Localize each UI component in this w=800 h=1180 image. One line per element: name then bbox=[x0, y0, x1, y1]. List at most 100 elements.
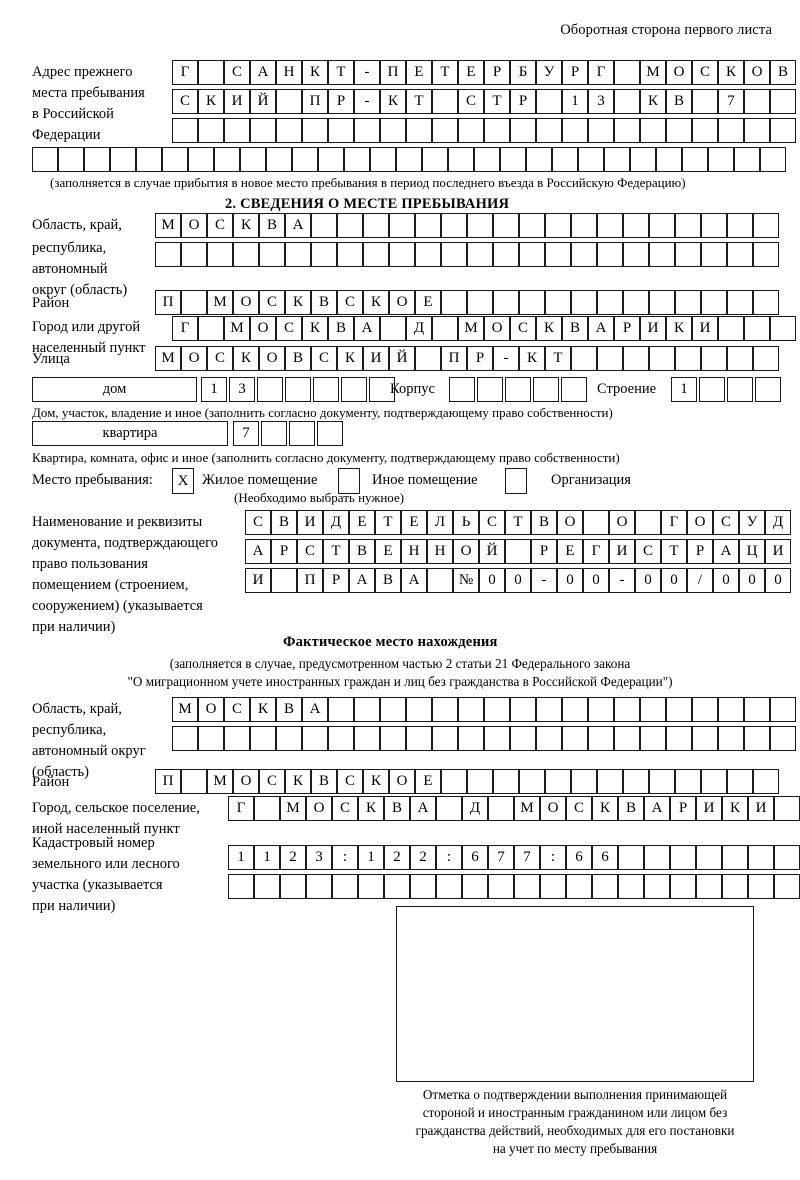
comb-cell[interactable] bbox=[588, 118, 614, 143]
comb-cell[interactable] bbox=[306, 874, 332, 899]
comb-cell[interactable]: - bbox=[354, 89, 380, 114]
comb-cell[interactable]: 0 bbox=[739, 568, 765, 593]
comb-cell[interactable] bbox=[110, 147, 136, 172]
comb-cell[interactable]: 7 bbox=[233, 421, 259, 446]
comb-cell[interactable] bbox=[644, 874, 670, 899]
comb-cell[interactable]: 6 bbox=[566, 845, 592, 870]
comb-cell[interactable]: Д bbox=[765, 510, 791, 535]
comb-cell[interactable]: О bbox=[453, 539, 479, 564]
s2-region-row-2[interactable] bbox=[155, 242, 779, 267]
comb-cell[interactable]: Е bbox=[415, 769, 441, 794]
comb-cell[interactable] bbox=[228, 874, 254, 899]
comb-cell[interactable]: В bbox=[384, 796, 410, 821]
comb-cell[interactable]: Т bbox=[323, 539, 349, 564]
comb-cell[interactable]: В bbox=[276, 697, 302, 722]
comb-cell[interactable] bbox=[510, 118, 536, 143]
comb-cell[interactable] bbox=[276, 726, 302, 751]
comb-cell[interactable] bbox=[458, 118, 484, 143]
comb-cell[interactable] bbox=[271, 568, 297, 593]
comb-cell[interactable] bbox=[748, 874, 774, 899]
comb-cell[interactable] bbox=[701, 346, 727, 371]
comb-cell[interactable] bbox=[562, 697, 588, 722]
comb-cell[interactable]: К bbox=[337, 346, 363, 371]
comb-cell[interactable]: 2 bbox=[410, 845, 436, 870]
comb-cell[interactable] bbox=[666, 726, 692, 751]
comb-cell[interactable]: № bbox=[453, 568, 479, 593]
comb-cell[interactable]: О bbox=[233, 769, 259, 794]
comb-cell[interactable] bbox=[302, 118, 328, 143]
comb-cell[interactable]: 2 bbox=[384, 845, 410, 870]
prev-address-row-3[interactable] bbox=[172, 118, 796, 143]
comb-cell[interactable] bbox=[493, 213, 519, 238]
comb-cell[interactable]: О bbox=[540, 796, 566, 821]
comb-cell[interactable] bbox=[289, 421, 315, 446]
comb-cell[interactable] bbox=[250, 118, 276, 143]
comb-cell[interactable]: 1 bbox=[254, 845, 280, 870]
comb-cell[interactable]: Т bbox=[406, 89, 432, 114]
comb-cell[interactable] bbox=[623, 346, 649, 371]
comb-cell[interactable]: С bbox=[259, 290, 285, 315]
comb-cell[interactable]: М bbox=[155, 213, 181, 238]
comb-cell[interactable]: Г bbox=[172, 60, 198, 85]
comb-cell[interactable]: О bbox=[609, 510, 635, 535]
comb-cell[interactable] bbox=[172, 118, 198, 143]
comb-cell[interactable] bbox=[701, 769, 727, 794]
comb-cell[interactable] bbox=[640, 118, 666, 143]
comb-cell[interactable]: К bbox=[363, 769, 389, 794]
comb-cell[interactable] bbox=[675, 346, 701, 371]
comb-cell[interactable]: И bbox=[765, 539, 791, 564]
comb-cell[interactable] bbox=[415, 213, 441, 238]
comb-cell[interactable] bbox=[701, 213, 727, 238]
comb-cell[interactable]: И bbox=[245, 568, 271, 593]
comb-cell[interactable] bbox=[84, 147, 110, 172]
korpus-cells[interactable] bbox=[449, 377, 587, 402]
comb-cell[interactable]: : bbox=[332, 845, 358, 870]
comb-cell[interactable] bbox=[207, 242, 233, 267]
comb-cell[interactable] bbox=[533, 377, 559, 402]
comb-cell[interactable]: П bbox=[155, 769, 181, 794]
doc-row-3[interactable]: И П Р А В А № 0 0-0 0-0 0/0 0 0 bbox=[245, 568, 791, 593]
comb-cell[interactable] bbox=[198, 118, 224, 143]
comb-cell[interactable]: К bbox=[285, 290, 311, 315]
comb-cell[interactable] bbox=[58, 147, 84, 172]
comb-cell[interactable] bbox=[744, 118, 770, 143]
comb-cell[interactable] bbox=[318, 147, 344, 172]
comb-cell[interactable] bbox=[311, 242, 337, 267]
comb-cell[interactable] bbox=[432, 89, 458, 114]
comb-cell[interactable] bbox=[744, 89, 770, 114]
comb-cell[interactable]: Т bbox=[505, 510, 531, 535]
comb-cell[interactable]: Г bbox=[172, 316, 198, 341]
comb-cell[interactable] bbox=[614, 89, 640, 114]
comb-cell[interactable] bbox=[474, 147, 500, 172]
comb-cell[interactable] bbox=[670, 845, 696, 870]
comb-cell[interactable]: О bbox=[233, 290, 259, 315]
comb-cell[interactable]: 0 bbox=[479, 568, 505, 593]
comb-cell[interactable] bbox=[155, 242, 181, 267]
comb-cell[interactable]: И bbox=[297, 510, 323, 535]
comb-cell[interactable] bbox=[436, 796, 462, 821]
comb-cell[interactable] bbox=[727, 769, 753, 794]
comb-cell[interactable] bbox=[432, 316, 458, 341]
comb-cell[interactable] bbox=[614, 60, 640, 85]
comb-cell[interactable] bbox=[432, 726, 458, 751]
comb-cell[interactable]: С bbox=[207, 346, 233, 371]
comb-cell[interactable] bbox=[467, 242, 493, 267]
comb-cell[interactable] bbox=[302, 726, 328, 751]
comb-cell[interactable]: Т bbox=[545, 346, 571, 371]
comb-cell[interactable]: Т bbox=[484, 89, 510, 114]
comb-cell[interactable]: М bbox=[280, 796, 306, 821]
comb-cell[interactable]: : bbox=[436, 845, 462, 870]
comb-cell[interactable] bbox=[313, 377, 339, 402]
comb-cell[interactable] bbox=[604, 147, 630, 172]
comb-cell[interactable] bbox=[744, 697, 770, 722]
comb-cell[interactable] bbox=[675, 769, 701, 794]
comb-cell[interactable]: В bbox=[618, 796, 644, 821]
comb-cell[interactable]: М bbox=[640, 60, 666, 85]
comb-cell[interactable]: 1 bbox=[671, 377, 697, 402]
comb-cell[interactable]: В bbox=[259, 213, 285, 238]
comb-cell[interactable]: С bbox=[337, 290, 363, 315]
comb-cell[interactable] bbox=[250, 726, 276, 751]
comb-cell[interactable]: 1 bbox=[201, 377, 227, 402]
